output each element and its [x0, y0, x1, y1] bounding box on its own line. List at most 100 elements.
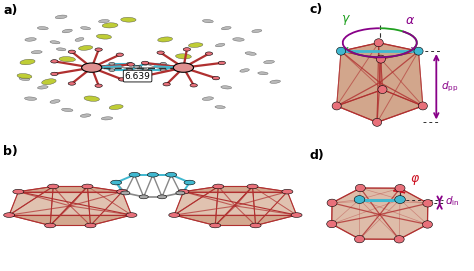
Ellipse shape — [17, 73, 32, 79]
Polygon shape — [377, 43, 423, 122]
Circle shape — [355, 235, 365, 243]
Text: $d_{\rm pp}$: $d_{\rm pp}$ — [441, 80, 459, 94]
Circle shape — [13, 189, 24, 194]
Circle shape — [327, 220, 337, 228]
Polygon shape — [50, 186, 87, 225]
Ellipse shape — [62, 108, 73, 112]
Circle shape — [116, 53, 124, 56]
Circle shape — [178, 189, 189, 194]
Polygon shape — [174, 215, 297, 225]
Ellipse shape — [252, 30, 262, 33]
Ellipse shape — [102, 23, 118, 28]
Circle shape — [129, 172, 140, 177]
Ellipse shape — [59, 57, 75, 62]
Ellipse shape — [55, 15, 67, 19]
Circle shape — [127, 69, 133, 72]
Circle shape — [109, 69, 115, 72]
Circle shape — [356, 184, 365, 192]
Circle shape — [418, 102, 428, 110]
Polygon shape — [9, 186, 53, 215]
Polygon shape — [9, 215, 131, 225]
Ellipse shape — [20, 59, 35, 65]
Circle shape — [190, 84, 197, 87]
Ellipse shape — [221, 27, 231, 30]
Circle shape — [147, 172, 158, 177]
Circle shape — [291, 213, 302, 217]
Ellipse shape — [96, 34, 111, 39]
Circle shape — [127, 63, 135, 66]
Circle shape — [394, 235, 404, 243]
Circle shape — [183, 48, 191, 51]
Ellipse shape — [202, 97, 213, 101]
Ellipse shape — [50, 41, 60, 44]
Polygon shape — [9, 186, 53, 225]
Text: $\alpha$: $\alpha$ — [405, 14, 415, 27]
Ellipse shape — [175, 54, 191, 59]
Ellipse shape — [270, 80, 281, 83]
Ellipse shape — [25, 97, 36, 100]
Ellipse shape — [101, 117, 113, 120]
Circle shape — [110, 180, 122, 185]
Ellipse shape — [56, 48, 66, 51]
Circle shape — [184, 180, 195, 185]
Circle shape — [136, 66, 142, 68]
Circle shape — [157, 51, 164, 54]
Ellipse shape — [258, 72, 268, 75]
Circle shape — [422, 221, 432, 228]
Circle shape — [95, 84, 102, 87]
Circle shape — [210, 223, 221, 228]
Polygon shape — [337, 89, 423, 122]
Ellipse shape — [109, 105, 123, 109]
Circle shape — [378, 86, 387, 93]
Circle shape — [126, 213, 137, 217]
Circle shape — [4, 213, 15, 217]
Circle shape — [354, 196, 365, 204]
Circle shape — [82, 63, 102, 72]
Circle shape — [144, 74, 151, 77]
Ellipse shape — [31, 51, 42, 54]
Polygon shape — [337, 51, 383, 106]
Circle shape — [160, 62, 166, 65]
Circle shape — [100, 66, 106, 68]
Text: $\varphi$: $\varphi$ — [410, 173, 420, 187]
Circle shape — [374, 39, 383, 47]
Circle shape — [163, 83, 170, 86]
Circle shape — [48, 184, 59, 189]
Polygon shape — [50, 186, 91, 225]
Text: $d_{\rm in}$: $d_{\rm in}$ — [445, 194, 459, 208]
Polygon shape — [87, 186, 131, 215]
Polygon shape — [253, 186, 297, 225]
Circle shape — [414, 47, 423, 55]
Ellipse shape — [158, 37, 173, 42]
Circle shape — [247, 184, 258, 189]
Circle shape — [327, 199, 337, 207]
Text: 6.639: 6.639 — [125, 72, 151, 80]
Circle shape — [169, 213, 180, 217]
Ellipse shape — [37, 86, 48, 89]
Polygon shape — [87, 186, 131, 225]
Ellipse shape — [75, 38, 84, 41]
Ellipse shape — [62, 29, 73, 33]
Text: d): d) — [309, 149, 324, 162]
Circle shape — [213, 184, 224, 189]
Text: b): b) — [3, 145, 18, 158]
Ellipse shape — [233, 38, 244, 41]
Circle shape — [395, 185, 405, 192]
Ellipse shape — [99, 20, 109, 23]
Circle shape — [423, 200, 433, 207]
Circle shape — [218, 61, 226, 64]
Polygon shape — [337, 43, 379, 122]
Ellipse shape — [240, 69, 249, 72]
Ellipse shape — [215, 106, 225, 109]
Circle shape — [139, 195, 148, 199]
Polygon shape — [174, 186, 219, 215]
Ellipse shape — [121, 17, 136, 22]
Circle shape — [166, 172, 177, 177]
Circle shape — [85, 223, 96, 228]
Text: a): a) — [3, 4, 18, 17]
Circle shape — [127, 62, 133, 65]
Ellipse shape — [80, 114, 91, 117]
Circle shape — [332, 102, 341, 110]
Polygon shape — [381, 51, 423, 106]
Ellipse shape — [215, 43, 225, 47]
